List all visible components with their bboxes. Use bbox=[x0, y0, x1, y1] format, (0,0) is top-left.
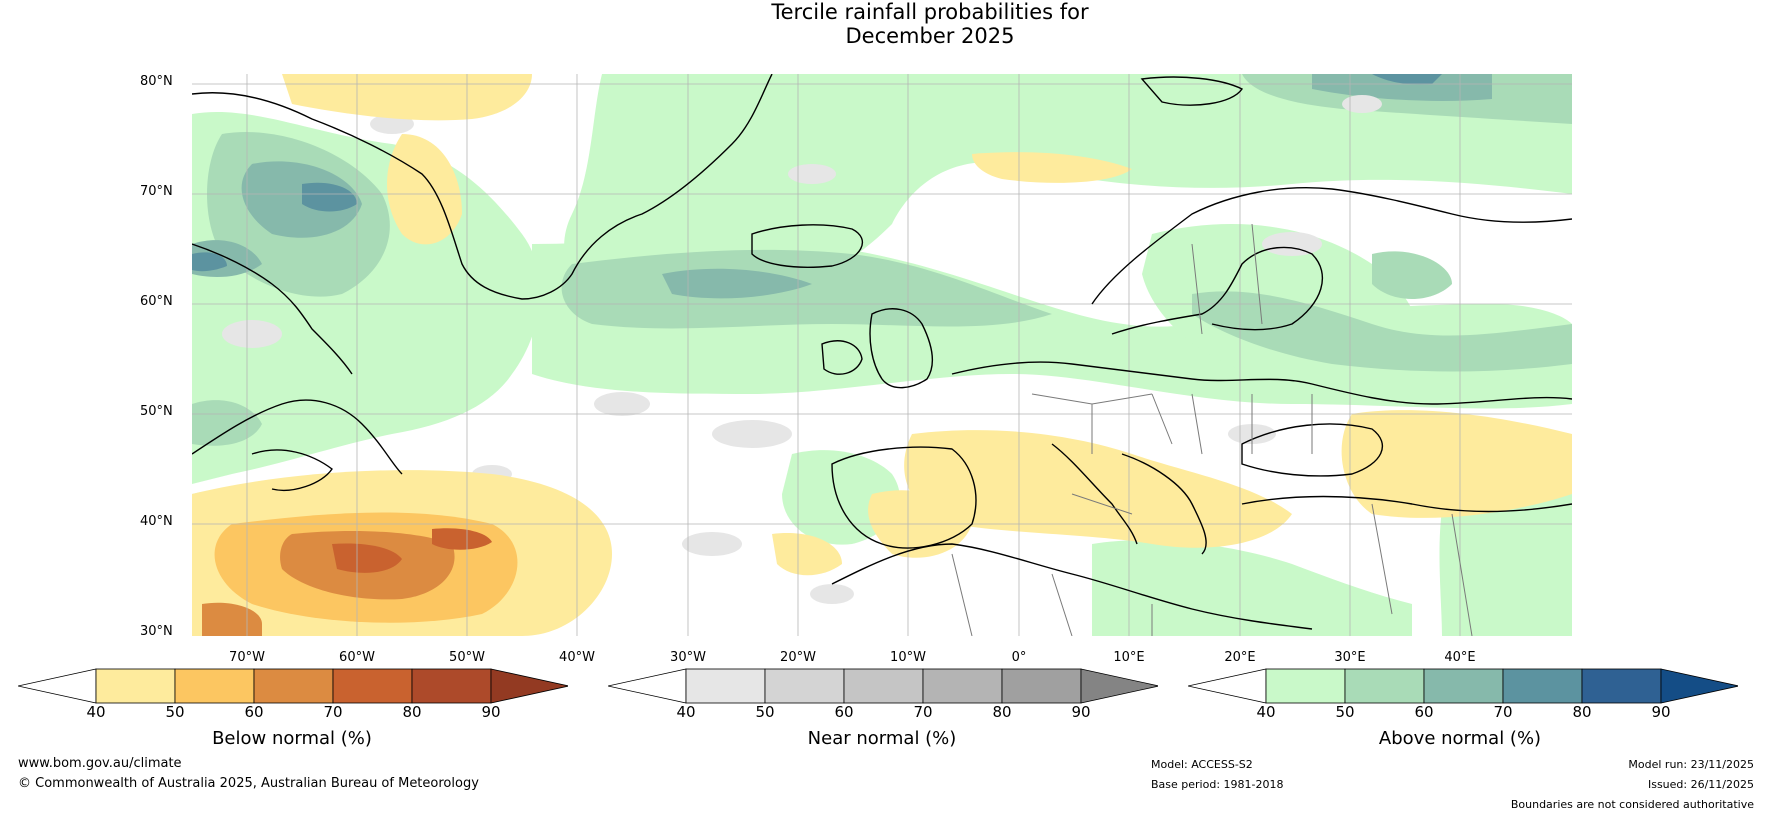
lat-label-60n: 60°N bbox=[140, 294, 173, 309]
colorbar-segment bbox=[332, 668, 413, 704]
colorbar-segment bbox=[1344, 668, 1425, 704]
lon-label-10w: 10°W bbox=[890, 650, 926, 665]
colorbar-above-normal-label: Above normal (%) bbox=[1378, 728, 1542, 749]
colorbar-segment bbox=[253, 668, 334, 704]
colorbar-segment bbox=[922, 668, 1003, 704]
colorbar-tick-label: 70 bbox=[323, 703, 343, 721]
footer-issued: Issued: 26/11/2025 bbox=[1647, 778, 1754, 791]
colorbar-tick-label: 50 bbox=[165, 703, 185, 721]
colorbar-segment bbox=[1265, 668, 1346, 704]
colorbar-tick-label: 40 bbox=[1256, 703, 1276, 721]
colorbar-extend-low bbox=[18, 668, 97, 704]
colorbar-near-normal-label: Near normal (%) bbox=[807, 728, 957, 749]
lon-label-20w: 20°W bbox=[780, 650, 816, 665]
colorbar-tick-label: 70 bbox=[1493, 703, 1513, 721]
coastlines bbox=[192, 74, 1572, 630]
colorbar-segment bbox=[685, 668, 766, 704]
lon-label-0: 0° bbox=[1011, 650, 1027, 665]
colorbar-extend-high bbox=[1080, 668, 1158, 704]
colorbar-segment bbox=[1502, 668, 1583, 704]
colorbar-segment bbox=[411, 668, 492, 704]
colorbar-tick-label: 50 bbox=[755, 703, 775, 721]
lon-label-20e: 20°E bbox=[1224, 650, 1256, 665]
footer-disclaimer: Boundaries are not considered authoritat… bbox=[1510, 798, 1754, 811]
lat-label-40n: 40°N bbox=[140, 514, 173, 529]
colorbar-extend-high bbox=[490, 668, 568, 704]
colorbar-segment bbox=[174, 668, 255, 704]
graticule bbox=[192, 74, 1572, 636]
colorbar-tick-label: 40 bbox=[86, 703, 106, 721]
colorbar-segment bbox=[1581, 668, 1662, 704]
colorbar-segment bbox=[1423, 668, 1504, 704]
colorbar-tick-label: 60 bbox=[1414, 703, 1434, 721]
colorbar-tick-label: 60 bbox=[834, 703, 854, 721]
rainfall-probability-map bbox=[192, 74, 1572, 636]
lat-label-80n: 80°N bbox=[140, 74, 173, 89]
colorbar-tick-label: 50 bbox=[1335, 703, 1355, 721]
lat-label-30n: 30°N bbox=[140, 624, 173, 639]
colorbar-segment bbox=[95, 668, 176, 704]
colorbar-tick-label: 90 bbox=[481, 703, 501, 721]
colorbar-extend-low bbox=[1188, 668, 1267, 704]
above-normal-areas bbox=[192, 74, 1572, 636]
colorbar-tick-label: 70 bbox=[913, 703, 933, 721]
colorbar-tick-label: 90 bbox=[1651, 703, 1671, 721]
colorbar-below-normal bbox=[18, 668, 568, 704]
colorbar-tick-label: 40 bbox=[676, 703, 696, 721]
footer-url: www.bom.gov.au/climate bbox=[18, 756, 182, 771]
colorbar-segment bbox=[843, 668, 924, 704]
chart-title: Tercile rainfall probabilities for Decem… bbox=[0, 0, 1770, 48]
lon-label-70w: 70°W bbox=[229, 650, 265, 665]
lat-label-50n: 50°N bbox=[140, 404, 173, 419]
title-line-2: December 2025 bbox=[845, 24, 1015, 48]
colorbar-tick-label: 90 bbox=[1071, 703, 1091, 721]
colorbar-segment bbox=[764, 668, 845, 704]
colorbar-extend-high bbox=[1660, 668, 1738, 704]
colorbar-segment bbox=[1001, 668, 1082, 704]
colorbar-near-normal bbox=[608, 668, 1158, 704]
footer-copyright: © Commonwealth of Australia 2025, Austra… bbox=[18, 776, 479, 791]
lon-label-40w: 40°W bbox=[559, 650, 595, 665]
lon-label-30w: 30°W bbox=[670, 650, 706, 665]
colorbar-tick-label: 60 bbox=[244, 703, 264, 721]
footer-base-period: Base period: 1981-2018 bbox=[1151, 778, 1284, 791]
colorbar-extend-low bbox=[608, 668, 687, 704]
lat-label-70n: 70°N bbox=[140, 184, 173, 199]
colorbar-tick-label: 80 bbox=[402, 703, 422, 721]
colorbar-tick-label: 80 bbox=[992, 703, 1012, 721]
lon-label-30e: 30°E bbox=[1334, 650, 1366, 665]
footer-model-run: Model run: 23/11/2025 bbox=[1628, 758, 1754, 771]
colorbar-tick-label: 80 bbox=[1572, 703, 1592, 721]
lon-label-60w: 60°W bbox=[339, 650, 375, 665]
country-borders bbox=[951, 223, 1473, 636]
footer-model: Model: ACCESS-S2 bbox=[1151, 758, 1253, 771]
lon-label-40e: 40°E bbox=[1444, 650, 1476, 665]
colorbar-below-normal-label: Below normal (%) bbox=[212, 728, 372, 749]
map-canvas bbox=[192, 74, 1572, 636]
title-line-1: Tercile rainfall probabilities for bbox=[771, 0, 1089, 24]
lon-label-50w: 50°W bbox=[449, 650, 485, 665]
colorbar-above-normal bbox=[1188, 668, 1738, 704]
lon-label-10e: 10°E bbox=[1113, 650, 1145, 665]
